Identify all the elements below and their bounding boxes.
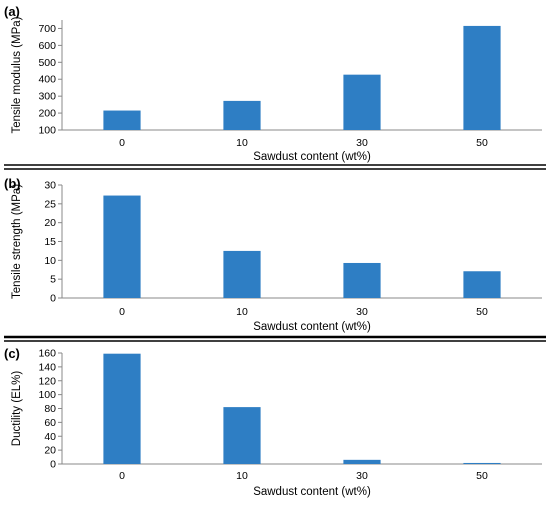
bar-50 [463,462,501,464]
y-tick-label: 0 [50,459,56,471]
y-tick-label: 500 [38,57,56,69]
bar-10 [223,100,261,130]
x-tick-label: 30 [356,137,368,149]
y-tick-label: 120 [38,375,56,387]
bar-30 [343,262,381,298]
x-tick-label: 30 [356,306,368,318]
y-axis-title: Tensile strength (MPa) [11,184,23,299]
y-tick-label: 15 [44,236,56,248]
x-tick-label: 50 [476,137,488,149]
x-tick-label: 10 [236,306,248,318]
y-tick-label: 600 [38,40,56,52]
x-axis-title: Sawdust content (wt%) [253,486,371,498]
chart-panel-a: (a) 100 200 300 400 500 600 700 0 10 30 50 Sawdust c… [4,4,542,163]
y-tick-label: 700 [38,23,56,35]
y-tick-label: 40 [44,431,56,443]
bar-10 [223,250,261,298]
panel-label: (c) [4,346,20,361]
y-axis-title: Ductility (EL%) [11,371,23,447]
x-tick-label: 50 [476,470,488,482]
bar-50 [463,25,501,130]
y-axis-title: Tensile modulus (MPa) [11,16,23,133]
bar-0 [103,110,141,130]
y-tick-label: 20 [44,217,56,229]
chart-panel-b: (b) 0 5 10 15 20 25 30 0 10 30 50 Sawdust content (w… [4,176,542,333]
x-tick-label: 0 [119,137,125,149]
y-tick-label: 200 [38,108,56,120]
x-tick-label: 10 [236,470,248,482]
bar-0 [103,195,141,298]
y-tick-label: 300 [38,91,56,103]
bar-30 [343,74,381,130]
y-tick-label: 20 [44,445,56,457]
bar-30 [343,459,381,464]
y-tick-label: 160 [38,348,56,360]
y-tick-label: 0 [50,293,56,305]
x-tick-label: 10 [236,137,248,149]
y-tick-label: 100 [38,125,56,137]
x-tick-label: 0 [119,470,125,482]
bar-50 [463,271,501,298]
x-axis-title: Sawdust content (wt%) [253,151,371,163]
bar-10 [223,407,261,464]
y-tick-label: 100 [38,389,56,401]
y-tick-label: 80 [44,403,56,415]
y-tick-label: 60 [44,417,56,429]
panel-label: (b) [4,176,21,191]
panel-label: (a) [4,4,20,19]
x-tick-label: 0 [119,306,125,318]
bar-0 [103,353,141,464]
y-tick-label: 30 [44,180,56,192]
x-axis-title: Sawdust content (wt%) [253,321,371,333]
y-tick-label: 10 [44,255,56,267]
y-tick-label: 25 [44,198,56,210]
x-tick-label: 30 [356,470,368,482]
x-tick-label: 50 [476,306,488,318]
y-tick-label: 400 [38,74,56,86]
y-tick-label: 140 [38,361,56,373]
y-tick-label: 5 [50,274,56,286]
